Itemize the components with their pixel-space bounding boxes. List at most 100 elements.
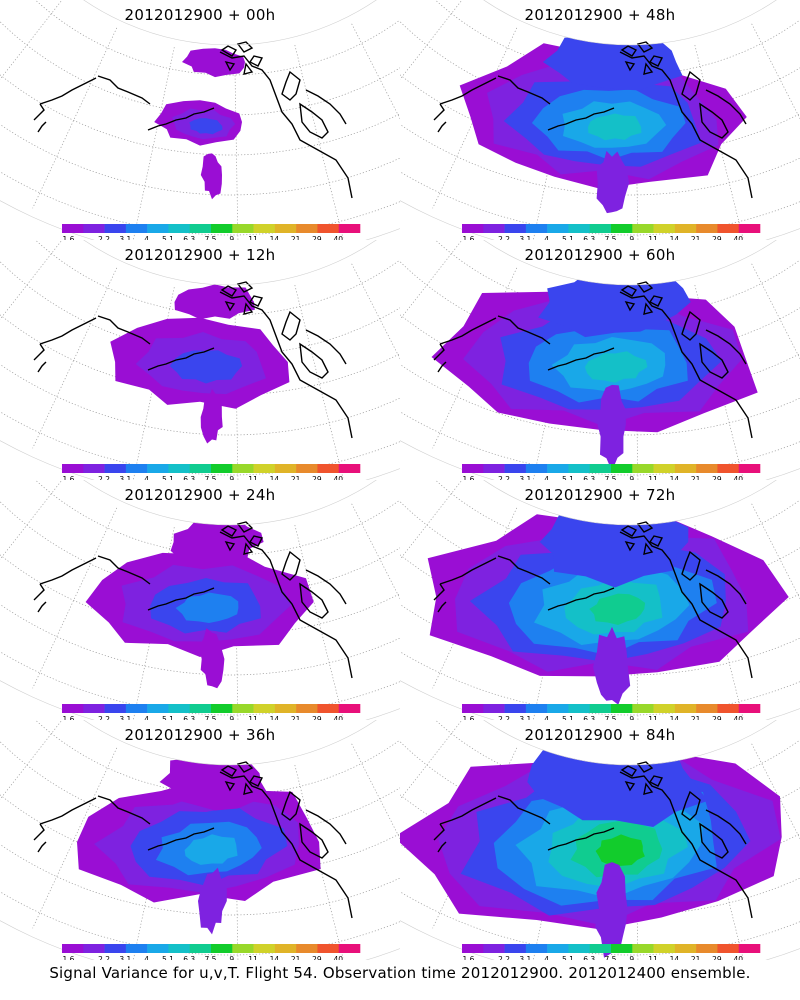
panel-title: 2012012900 + 12h xyxy=(124,246,276,264)
colorbar-tick-label: 21 xyxy=(291,475,301,480)
colorbar-tick-label: 6.3 xyxy=(183,715,195,720)
colorbar-tick-label: 11 xyxy=(248,475,258,480)
colorbar-swatch xyxy=(738,464,761,473)
coastlines xyxy=(33,761,353,919)
colorbar-tick-label: 11 xyxy=(248,235,258,240)
colorbar-tick-label: 2.2 xyxy=(498,715,510,720)
polar-map: 1.6 2.2 3.1 4 5.1 6.3 7.5 9 11 14 21 29 40 xyxy=(0,720,400,960)
colorbar-tick-label: 6.3 xyxy=(583,955,595,960)
colorbar-tick-label: 14 xyxy=(270,955,280,960)
colorbar-swatch xyxy=(125,464,148,473)
colorbar-swatch xyxy=(168,464,191,473)
colorbar-tick-label: 4 xyxy=(544,475,549,480)
colorbar-swatch xyxy=(338,464,361,473)
colorbar-tick-label: 4 xyxy=(144,475,149,480)
colorbar-swatch xyxy=(696,704,718,713)
colorbar-tick-label: 2.2 xyxy=(98,235,110,240)
coastlines xyxy=(433,761,753,919)
colorbar-tick-label: 5.1 xyxy=(162,955,174,960)
colorbar-swatch xyxy=(717,704,740,713)
variance-field xyxy=(400,737,782,958)
colorbar-swatch xyxy=(253,944,276,953)
colorbar-tick-label: 2.2 xyxy=(498,955,510,960)
colorbar-tick-label: 9 xyxy=(229,715,234,720)
colorbar-swatch xyxy=(296,944,318,953)
colorbar-tick-label: 5.1 xyxy=(162,475,174,480)
colorbar-swatch xyxy=(274,224,297,233)
panel-title: 2012012900 + 24h xyxy=(124,486,276,504)
coastlines xyxy=(33,521,353,679)
coastlines xyxy=(33,281,353,439)
colorbar-tick-label: 4 xyxy=(544,235,549,240)
colorbar-tick-label: 3.1 xyxy=(119,235,131,240)
colorbar-tick-label: 7.5 xyxy=(605,475,617,480)
colorbar-swatch xyxy=(738,944,761,953)
colorbar-swatch xyxy=(674,704,697,713)
colorbar-swatch xyxy=(632,464,654,473)
colorbar-swatch xyxy=(83,464,105,473)
colorbar-swatch xyxy=(674,224,697,233)
colorbar-swatch xyxy=(147,464,169,473)
colorbar-tick-label: 29 xyxy=(712,475,722,480)
colorbar-swatch xyxy=(83,944,105,953)
variance-field xyxy=(427,501,789,705)
forecast-panel: 2012012900 + 24h 1.6 2.2 3.1 4 5.1 6.3 7.5 9 11 14… xyxy=(0,480,400,725)
colorbar-swatch xyxy=(632,704,654,713)
colorbar-swatch xyxy=(211,704,233,713)
colorbar-swatch xyxy=(253,464,276,473)
colorbar-swatch xyxy=(462,704,484,713)
colorbar-tick-label: 5.1 xyxy=(562,475,574,480)
polar-map: 1.6 2.2 3.1 4 5.1 6.3 7.5 9 11 14 21 29 40 xyxy=(400,0,800,240)
colorbar-swatch xyxy=(296,224,318,233)
colorbar-tick-label: 2.2 xyxy=(98,715,110,720)
coastlines xyxy=(433,41,753,199)
colorbar-swatch xyxy=(483,704,505,713)
colorbar-swatch xyxy=(589,704,612,713)
forecast-panel: 2012012900 + 84h 1.6 2.2 3.1 4 5.1 6.3 7.5 9 11 14… xyxy=(400,720,800,965)
colorbar-swatch xyxy=(696,944,718,953)
colorbar-tick-label: 29 xyxy=(312,235,322,240)
colorbar-swatch xyxy=(83,224,105,233)
panel-title: 2012012900 + 72h xyxy=(524,486,676,504)
colorbar: 1.6 2.2 3.1 4 5.1 6.3 7.5 9 11 14 21 29 40 xyxy=(462,944,761,960)
colorbar-swatch xyxy=(568,704,591,713)
colorbar-tick-label: 29 xyxy=(712,235,722,240)
colorbar-swatch xyxy=(568,224,591,233)
colorbar-swatch xyxy=(104,944,127,953)
variance-field xyxy=(459,31,747,214)
colorbar-tick-label: 2.2 xyxy=(98,475,110,480)
figure-caption: Signal Variance for u,v,T. Flight 54. Ob… xyxy=(49,964,751,982)
colorbar-tick-label: 9 xyxy=(629,715,634,720)
colorbar-tick-label: 4 xyxy=(544,955,549,960)
colorbar-tick-label: 40 xyxy=(333,955,343,960)
colorbar-tick-label: 21 xyxy=(291,715,301,720)
forecast-panel: 2012012900 + 60h 1.6 2.2 3.1 4 5.1 6.3 7.5 9 11 14… xyxy=(400,240,800,485)
colorbar-tick-label: 40 xyxy=(733,235,743,240)
colorbar-swatch xyxy=(653,464,676,473)
colorbar-swatch xyxy=(462,224,484,233)
colorbar-swatch xyxy=(504,704,527,713)
colorbar-tick-label: 2.2 xyxy=(498,475,510,480)
polar-map: 1.6 2.2 3.1 4 5.1 6.3 7.5 9 11 14 21 29 40 xyxy=(400,720,800,960)
colorbar-tick-label: 11 xyxy=(648,475,658,480)
colorbar-swatch xyxy=(653,704,676,713)
forecast-panel: 2012012900 + 48h 1.6 2.2 3.1 4 5.1 6.3 7.5 9 11 14… xyxy=(400,0,800,245)
colorbar-tick-label: 14 xyxy=(270,475,280,480)
colorbar-swatch xyxy=(547,224,569,233)
colorbar-tick-label: 1.6 xyxy=(63,955,75,960)
colorbar-tick-label: 6.3 xyxy=(183,235,195,240)
colorbar-tick-label: 14 xyxy=(270,715,280,720)
colorbar-tick-label: 29 xyxy=(712,955,722,960)
colorbar-tick-label: 14 xyxy=(670,715,680,720)
panel-title: 2012012900 + 84h xyxy=(524,726,676,744)
colorbar-swatch xyxy=(147,224,169,233)
colorbar-swatch xyxy=(274,464,297,473)
colorbar-tick-label: 1.6 xyxy=(463,235,475,240)
colorbar-tick-label: 9 xyxy=(229,955,234,960)
colorbar-swatch xyxy=(211,224,233,233)
colorbar-tick-label: 3.1 xyxy=(519,235,531,240)
colorbar-swatch xyxy=(189,944,212,953)
colorbar-tick-label: 40 xyxy=(333,475,343,480)
polar-map: 1.6 2.2 3.1 4 5.1 6.3 7.5 9 11 14 21 29 40 xyxy=(0,240,400,480)
colorbar-swatch xyxy=(232,944,254,953)
